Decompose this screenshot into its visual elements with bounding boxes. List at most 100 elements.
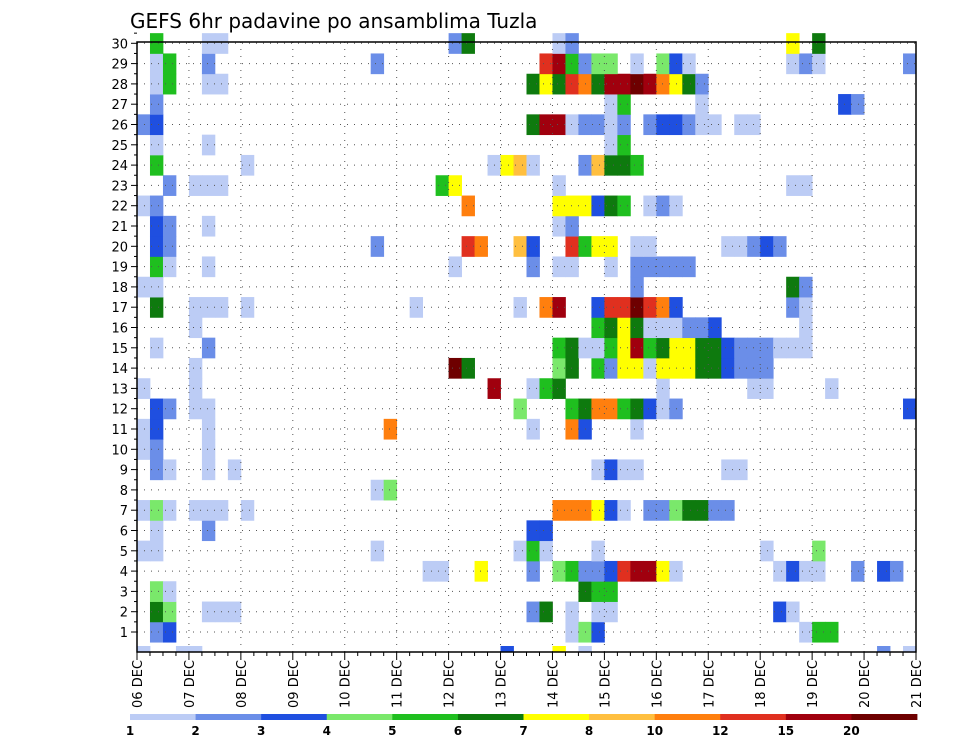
heatmap-cell (604, 195, 618, 217)
heatmap-cell (162, 256, 177, 278)
heatmap-cell (682, 337, 696, 359)
heatmap-cell (565, 236, 579, 257)
heatmap-cell (643, 73, 657, 95)
y-tick-label: 12 (111, 403, 128, 418)
colorbar-swatch (326, 714, 393, 720)
heatmap-cell (409, 297, 424, 318)
heatmap-cell (526, 114, 540, 136)
heatmap-cell (786, 53, 800, 75)
heatmap-cell (526, 560, 540, 582)
colorbar-label: 7 (519, 724, 527, 738)
heatmap-cell (695, 73, 709, 95)
heatmap-cell (617, 560, 631, 582)
heatmap-cell (656, 73, 670, 95)
heatmap-cell (448, 33, 462, 54)
heatmap-cell (591, 236, 605, 257)
heatmap-cell (201, 398, 216, 420)
colorbar-swatch (523, 714, 590, 720)
heatmap-cell (201, 500, 216, 521)
colorbar-swatch (392, 714, 459, 720)
heatmap-cell (591, 114, 605, 136)
heatmap-cell (526, 540, 540, 562)
heatmap-cell (812, 621, 826, 643)
heatmap-cell (812, 53, 826, 75)
heatmap-cell (513, 540, 527, 562)
heatmap-cell (526, 378, 540, 399)
heatmap-cell (513, 154, 527, 176)
heatmap-cell (201, 175, 216, 196)
colorbar-label: 12 (712, 724, 729, 738)
heatmap-cell (604, 398, 618, 420)
heatmap-cell (604, 114, 618, 136)
heatmap-cell (604, 357, 618, 379)
heatmap-cell (461, 357, 475, 379)
heatmap-cell (591, 357, 605, 379)
heatmap-cell (630, 418, 644, 440)
heatmap-cell (526, 73, 540, 95)
heatmap-cell (643, 560, 657, 582)
heatmap-cell (188, 297, 203, 318)
y-tick-label: 17 (111, 301, 128, 316)
heatmap-cell (604, 297, 618, 318)
heatmap-cell (149, 621, 164, 643)
heatmap-cell (201, 53, 216, 75)
heatmap-cell (656, 337, 670, 359)
heatmap-cell (565, 500, 579, 521)
heatmap-cell (604, 500, 618, 521)
heatmap-cell (630, 73, 644, 95)
heatmap-cell (591, 581, 605, 602)
heatmap-cell (656, 560, 670, 582)
heatmap-cell (162, 500, 177, 521)
heatmap-cells (137, 33, 917, 653)
heatmap-cell (812, 560, 826, 582)
heatmap-cell (149, 73, 164, 95)
heatmap-cell (552, 53, 566, 75)
y-tick-label: 3 (120, 585, 128, 600)
heatmap-cell (201, 601, 216, 623)
heatmap-cell (175, 646, 190, 653)
y-tick-label: 6 (120, 525, 128, 540)
heatmap-cell (695, 114, 709, 136)
heatmap-cell (643, 256, 657, 278)
heatmap-cell (591, 317, 605, 339)
colorbar-swatch (261, 714, 328, 720)
heatmap-cell (903, 398, 917, 420)
heatmap-cell (149, 215, 164, 237)
colorbar-label: 1 (126, 724, 134, 738)
heatmap-cell (188, 646, 203, 653)
heatmap-cell (137, 114, 151, 136)
heatmap-cell (162, 53, 177, 75)
heatmap-cell (786, 337, 800, 359)
heatmap-cell (591, 500, 605, 521)
heatmap-cell (552, 215, 566, 237)
heatmap-cell (604, 53, 618, 75)
heatmap-cell (877, 560, 891, 582)
heatmap-cell (149, 439, 164, 460)
heatmap-cell (617, 459, 631, 481)
heatmap-cell (188, 317, 203, 339)
heatmap-cell (630, 357, 644, 379)
heatmap-cell (448, 357, 462, 379)
heatmap-cell (695, 357, 709, 379)
heatmap-cell (370, 236, 385, 257)
heatmap-cell (513, 236, 527, 257)
heatmap-cell (604, 236, 618, 257)
heatmap-cell (617, 134, 631, 156)
heatmap-cell (539, 378, 553, 399)
heatmap-cell (578, 646, 592, 653)
y-tick-label: 2 (120, 606, 128, 621)
x-tick-label: 20 DEC (858, 660, 873, 708)
heatmap-cell (552, 500, 566, 521)
heatmap-cell (526, 236, 540, 257)
heatmap-cell (565, 73, 579, 95)
heatmap-cell (721, 236, 735, 257)
heatmap-cell (604, 459, 618, 481)
heatmap-cell (812, 33, 826, 54)
heatmap-cell (591, 53, 605, 75)
heatmap-cell (708, 337, 722, 359)
heatmap-cell (552, 297, 566, 318)
x-tick-label: 10 DEC (339, 660, 354, 708)
heatmap-cell (630, 337, 644, 359)
heatmap-cell (721, 337, 735, 359)
